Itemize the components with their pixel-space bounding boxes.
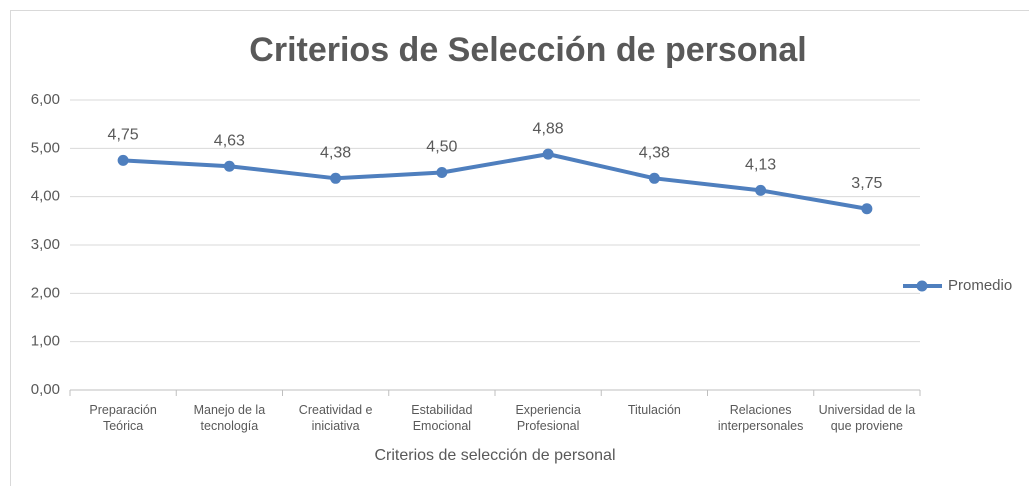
x-tick-label: Universidad de la que proviene xyxy=(818,403,916,433)
y-tick-label: 2,00 xyxy=(31,284,60,301)
legend-label: Promedio xyxy=(948,277,1012,294)
y-tick-label: 3,00 xyxy=(31,236,60,253)
marker xyxy=(117,154,129,166)
legend-marker xyxy=(916,280,928,292)
data-label: 3,75 xyxy=(851,175,882,192)
x-tick-label: Manejo de la tecnología xyxy=(193,403,266,433)
marker xyxy=(542,148,554,160)
x-tick-label: Experiencia Profesional xyxy=(515,403,581,433)
y-tick-label: 6,00 xyxy=(31,91,60,108)
x-tick-label: Titulación xyxy=(627,403,681,417)
data-label: 4,63 xyxy=(214,132,245,149)
marker xyxy=(648,172,660,184)
data-label: 4,38 xyxy=(320,145,351,162)
x-tick-label: Relaciones interpersonales xyxy=(717,403,804,433)
data-label: 4,38 xyxy=(639,145,670,162)
chart-title: Criterios de Selección de personal xyxy=(249,31,806,69)
x-tick-label: Preparación Teórica xyxy=(89,403,157,433)
marker xyxy=(330,172,342,184)
marker xyxy=(436,167,448,178)
line xyxy=(123,152,868,211)
y-tick-label: 5,00 xyxy=(31,139,60,156)
y-tick-label: 0,00 xyxy=(31,381,60,398)
data-label: 4,75 xyxy=(108,127,139,144)
x-tick-label: Creatividad e iniciativa xyxy=(298,403,373,433)
x-axis-title: Criterios de selección de personal xyxy=(374,447,615,464)
marker xyxy=(861,203,873,215)
y-tick-label: 4,00 xyxy=(31,188,60,205)
y-tick-label: 1,00 xyxy=(31,333,60,350)
data-label: 4,50 xyxy=(426,139,457,156)
data-label: 4,13 xyxy=(745,157,776,174)
chart-border xyxy=(10,10,1029,486)
marker xyxy=(223,160,235,172)
x-tick-label: Estabilidad Emocional xyxy=(411,403,473,433)
marker xyxy=(755,184,767,196)
data-label: 4,88 xyxy=(533,120,564,137)
